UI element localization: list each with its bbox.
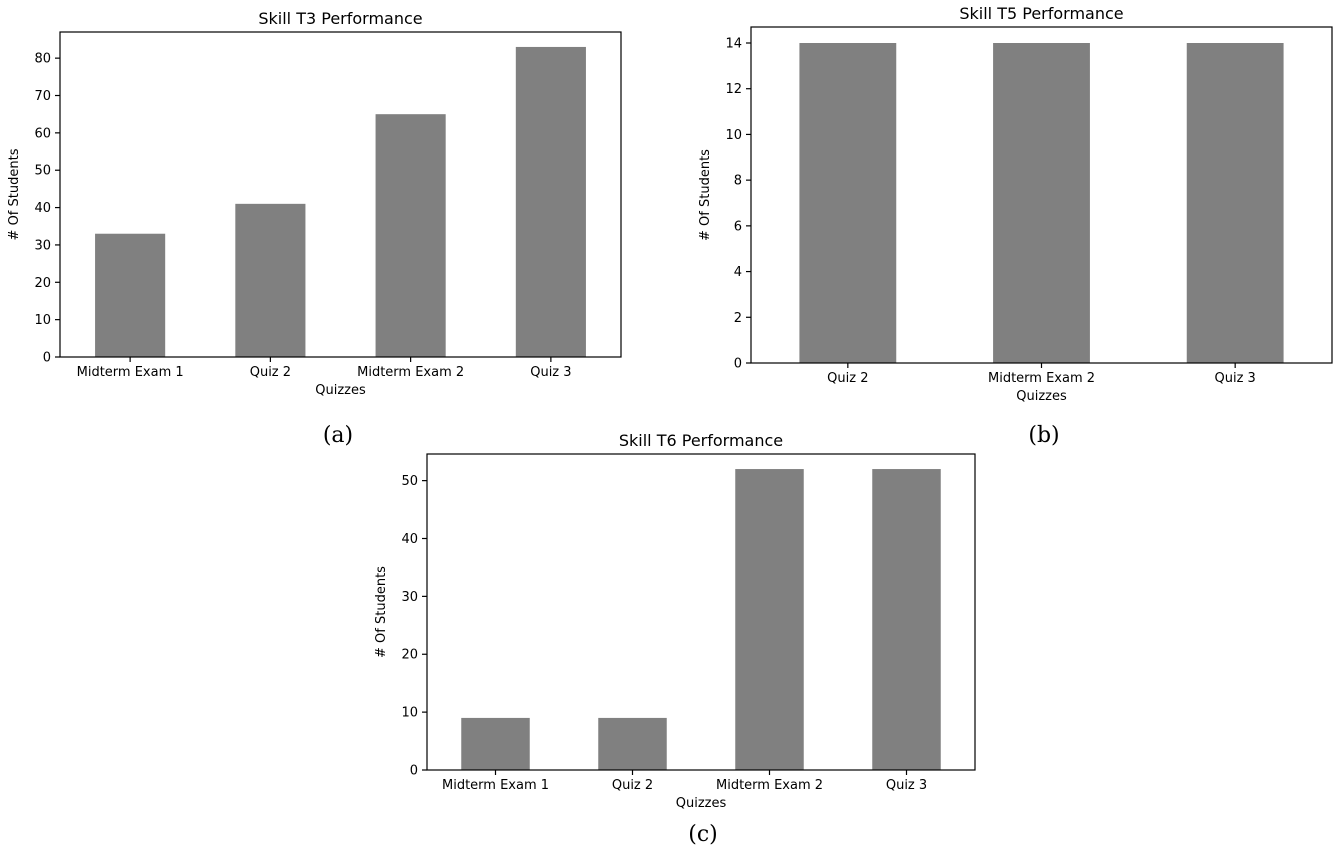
- x-tick-label: Quiz 2: [827, 371, 868, 386]
- y-tick-label: 12: [725, 82, 742, 97]
- bar-quiz-2: [598, 717, 667, 770]
- x-tick-label: Midterm Exam 2: [357, 365, 464, 380]
- bar-quiz-2: [235, 203, 306, 357]
- x-axis-label: Quizzes: [676, 796, 727, 811]
- y-tick-label: 40: [34, 201, 51, 216]
- bar-quiz-3: [872, 469, 941, 770]
- subfigure-caption: (b): [1028, 423, 1059, 448]
- bar-quiz-3: [1186, 43, 1284, 363]
- chart-skill-t5: Quiz 2 Midterm Exam 2 Quiz 3 0 2 4 6 8 10 12 14 Ski…: [698, 4, 1333, 448]
- y-tick-label: 0: [43, 351, 51, 366]
- y-tick-label: 30: [34, 238, 51, 253]
- x-tick-label: Quiz 2: [612, 778, 653, 793]
- y-tick-label: 14: [725, 37, 742, 52]
- y-tick-label: 0: [734, 357, 742, 372]
- y-tick-label: 10: [725, 128, 742, 143]
- chart-title: Skill T5 Performance: [959, 4, 1123, 23]
- subfigure-caption: (c): [688, 822, 718, 847]
- bar-midterm-exam-2: [993, 43, 1090, 363]
- bar-quiz-3: [515, 46, 586, 357]
- chart-title: Skill T6 Performance: [619, 431, 783, 450]
- y-tick-label: 20: [34, 276, 51, 291]
- y-tick-label: 50: [34, 164, 51, 179]
- bar-midterm-exam-2: [375, 114, 446, 358]
- y-tick-label: 30: [401, 590, 418, 605]
- y-tick-label: 0: [410, 764, 418, 779]
- x-tick-label: Midterm Exam 1: [77, 365, 184, 380]
- y-tick-label: 10: [401, 706, 418, 721]
- y-tick-label: 10: [34, 313, 51, 328]
- y-tick-label: 20: [401, 648, 418, 663]
- bar-midterm-exam-1: [461, 717, 530, 770]
- chart-skill-t3: Midterm Exam 1 Quiz 2 Midterm Exam 2 Quiz 3…: [7, 9, 622, 448]
- y-tick-label: 50: [401, 474, 418, 489]
- y-tick-label: 4: [734, 265, 742, 280]
- x-tick-label: Quiz 2: [250, 365, 291, 380]
- y-tick-label: 60: [34, 126, 51, 141]
- y-tick-label: 6: [734, 219, 742, 234]
- x-tick-label: Quiz 3: [1215, 371, 1256, 386]
- x-axis-label: Quizzes: [315, 383, 366, 398]
- x-tick-label: Midterm Exam 2: [988, 371, 1095, 386]
- y-tick-label: 8: [734, 174, 742, 189]
- bar-midterm-exam-1: [95, 233, 166, 357]
- y-axis-label: # Of Students: [7, 148, 22, 240]
- x-tick-label: Midterm Exam 2: [716, 778, 823, 793]
- x-tick-label: Quiz 3: [530, 365, 571, 380]
- x-tick-label: Midterm Exam 1: [442, 778, 549, 793]
- y-axis-label: # Of Students: [698, 149, 713, 241]
- y-tick-label: 80: [34, 52, 51, 67]
- x-axis-label: Quizzes: [1016, 389, 1067, 404]
- y-tick-label: 70: [34, 89, 51, 104]
- subfigure-caption: (a): [323, 423, 353, 448]
- bar-midterm-exam-2: [735, 469, 804, 770]
- chart-skill-t6: Midterm Exam 1 Quiz 2 Midterm Exam 2 Quiz 3…: [374, 431, 976, 847]
- y-tick-label: 2: [734, 311, 742, 326]
- plot-frame: [426, 453, 976, 771]
- plot-frame: [59, 31, 622, 358]
- bar-quiz-2: [799, 43, 897, 363]
- chart-title: Skill T3 Performance: [258, 9, 422, 28]
- y-axis-label: # Of Students: [374, 566, 389, 658]
- y-tick-label: 40: [401, 532, 418, 547]
- x-tick-label: Quiz 3: [886, 778, 927, 793]
